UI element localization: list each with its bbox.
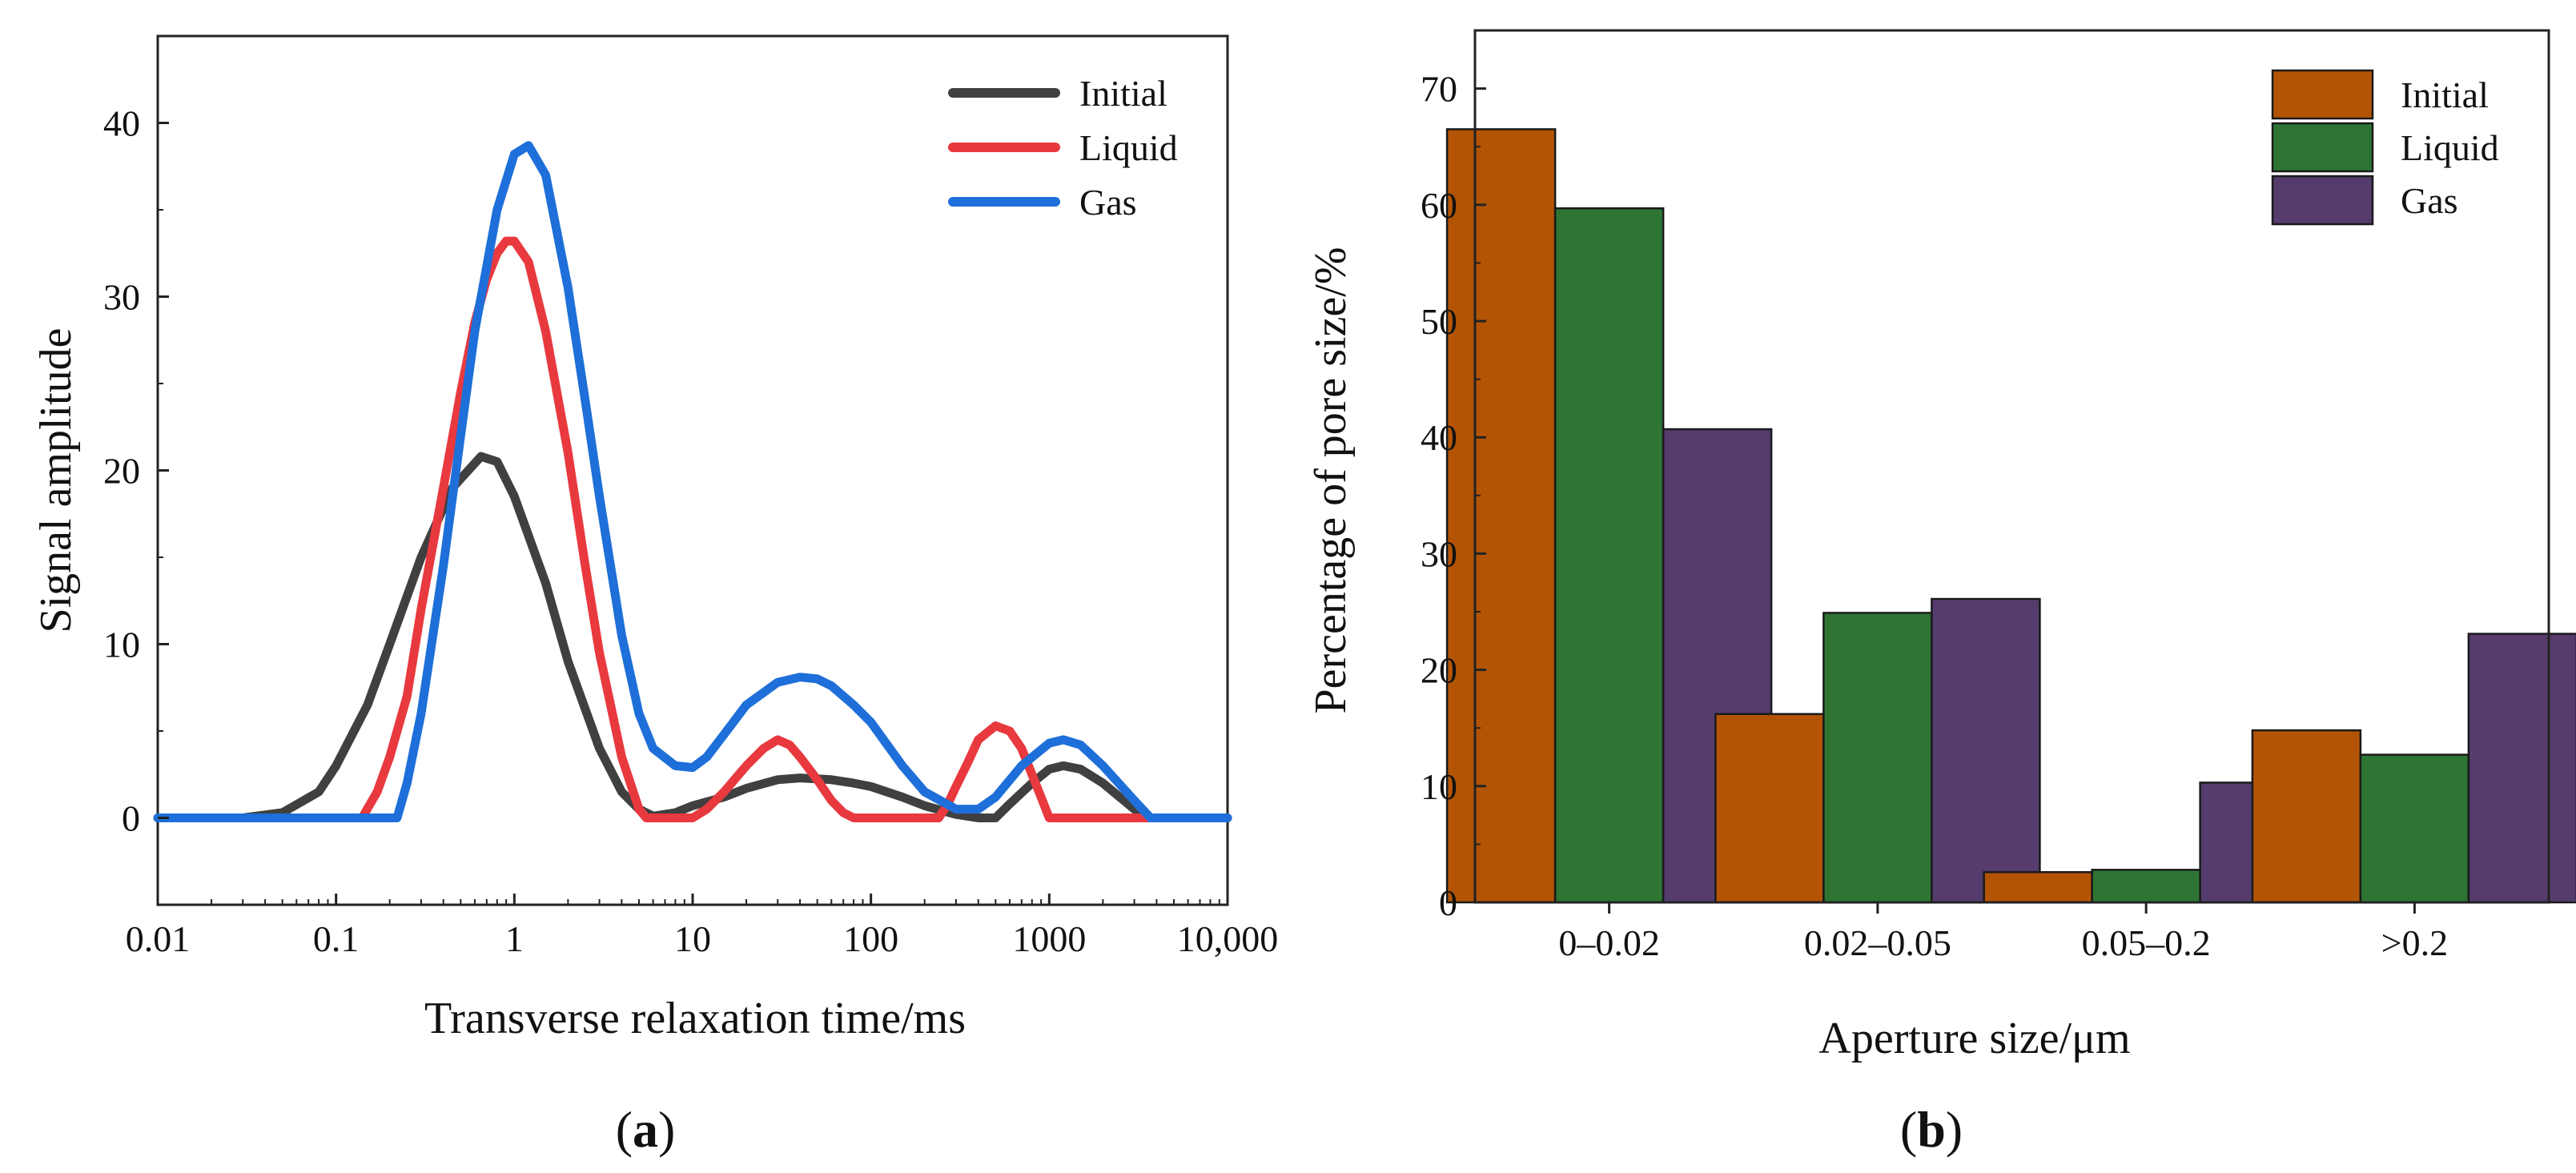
y-tick-label: 0 [1439,882,1457,923]
series-line-gas [153,141,1232,822]
y-axis-title-panel-b: Percentage of pore size/% [1306,247,1356,713]
y-tick-label: 50 [1421,301,1457,342]
x-tick-label: >0.2 [2381,922,2448,963]
legend-panel-a: Initial Liquid Gas [948,73,1178,223]
legend-swatch-liquid [2271,122,2374,173]
x-axis-title-panel-a: Transverse relaxation time/ms [424,994,966,1043]
y-tick-label: 20 [103,451,140,492]
series-line-liquid [153,236,1232,822]
y-tick-label: 20 [1421,650,1457,691]
legend-label-liquid: Liquid [2401,127,2499,168]
bar-gas-4 [2467,633,2576,904]
x-tick-label: 100 [843,918,898,959]
bar-initial-2 [1714,713,1825,904]
x-tick-label: 10,000 [1177,918,1279,959]
legend-swatch-gas [2271,175,2374,226]
y-tick-label: 40 [1421,417,1457,458]
plot-frame-panel-b [1473,29,2550,904]
x-tick-label: 1000 [1012,918,1086,959]
y-tick-label: 30 [103,277,140,318]
x-tick-label: 0.1 [313,918,360,959]
bar-initial-3 [1983,870,2093,904]
plot-frame-panel-a [156,34,1229,906]
bar-initial-4 [2251,729,2362,904]
y-tick-label: 0 [122,798,140,839]
x-axis-title-panel-b: Aperture size/μm [1818,1014,2130,1063]
legend-label-gas: Gas [2401,180,2458,221]
x-tick-label: 0.05–0.2 [2082,922,2211,963]
x-tick-label: 0.01 [126,918,191,959]
y-tick-label: 30 [1421,533,1457,574]
y-tick-label: 10 [1421,766,1457,807]
panel-label-b: (b) [1900,1101,1963,1158]
legend-label-initial: Initial [1079,73,1167,114]
bar-gas-2 [1931,597,2041,904]
legend-label-initial: Initial [2401,74,2489,115]
x-tick-label: 10 [674,918,711,959]
x-tick-label: 0.02–0.05 [1804,922,1951,963]
line-chart-panel-a: 0.01 0.1 1 10 100 1000 10,000 0 10 20 30 40 Initial… [31,34,1279,1158]
y-tick-label: 70 [1421,69,1457,110]
panel-label-a: (a) [616,1101,676,1158]
y-tick-label: 40 [103,103,140,144]
legend-swatch-initial [2271,69,2374,120]
x-tick-label: 1 [505,918,524,959]
bar-liquid-4 [2359,753,2470,904]
bar-liquid-3 [2091,869,2201,904]
legend-label-gas: Gas [1079,182,1137,223]
y-axis-title-panel-a: Signal amplitude [31,327,81,633]
bar-liquid-1 [1553,207,1665,904]
bar-initial-1 [1445,128,1557,904]
legend-label-liquid: Liquid [1079,127,1178,168]
legend-panel-b: Initial Liquid Gas [2271,69,2499,226]
y-tick-label: 60 [1421,185,1457,226]
x-tick-label: 0–0.02 [1558,922,1660,963]
bar-liquid-2 [1822,612,1933,904]
bar-chart-panel-b: 0 10 20 30 40 50 60 70 0–0.02 0.02–0.05 0.05–0.2 >0… [1306,29,2576,1158]
y-tick-label: 10 [103,625,140,665]
